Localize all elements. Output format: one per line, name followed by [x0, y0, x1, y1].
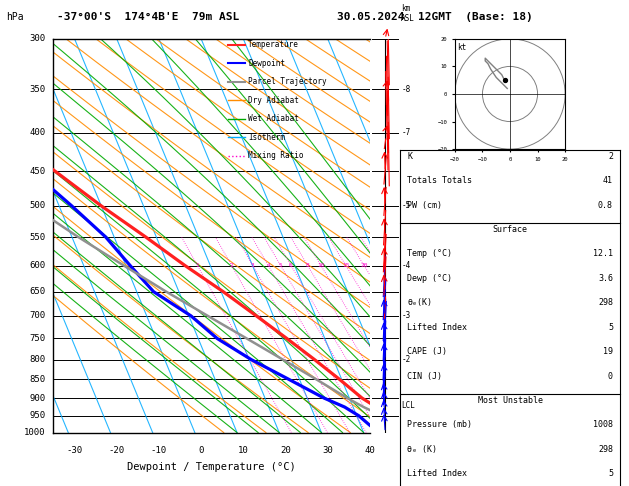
Text: -20: -20 [109, 446, 125, 455]
Text: Lifted Index: Lifted Index [407, 323, 467, 332]
Text: 10: 10 [317, 263, 325, 268]
Text: km
ASL: km ASL [401, 4, 415, 23]
Text: -30: -30 [67, 446, 82, 455]
Text: Temp (°C): Temp (°C) [407, 249, 452, 259]
Text: hPa: hPa [6, 12, 24, 22]
Text: -8: -8 [401, 85, 411, 94]
Text: -5: -5 [401, 201, 411, 210]
Text: 12.1: 12.1 [593, 249, 613, 259]
Text: Totals Totals: Totals Totals [407, 176, 472, 185]
Text: 600: 600 [30, 261, 45, 270]
Text: Isotherm: Isotherm [248, 133, 285, 142]
Text: 500: 500 [30, 201, 45, 210]
Text: 850: 850 [30, 375, 45, 384]
Text: θₑ (K): θₑ (K) [407, 445, 437, 454]
Text: -3: -3 [401, 312, 411, 320]
Text: CIN (J): CIN (J) [407, 371, 442, 381]
Text: Temperature: Temperature [248, 40, 299, 49]
Text: Parcel Trajectory: Parcel Trajectory [248, 77, 326, 87]
Text: 1: 1 [196, 263, 199, 268]
Text: Pressure (mb): Pressure (mb) [407, 420, 472, 429]
Text: 0.8: 0.8 [598, 201, 613, 209]
Text: -2: -2 [401, 355, 411, 364]
Text: 0: 0 [199, 446, 204, 455]
Text: 950: 950 [30, 411, 45, 420]
Text: 1000: 1000 [24, 428, 45, 437]
Text: 19: 19 [603, 347, 613, 356]
Text: Dewpoint / Temperature (°C): Dewpoint / Temperature (°C) [127, 462, 296, 472]
Text: 6: 6 [289, 263, 293, 268]
Text: 8: 8 [306, 263, 309, 268]
Text: 4: 4 [267, 263, 270, 268]
Text: 0: 0 [608, 371, 613, 381]
Text: LCL: LCL [401, 401, 415, 410]
Text: 15: 15 [342, 263, 350, 268]
Text: 2: 2 [608, 152, 613, 161]
Text: PW (cm): PW (cm) [407, 201, 442, 209]
Text: 750: 750 [30, 334, 45, 343]
Text: 700: 700 [30, 312, 45, 320]
Text: Dewpoint: Dewpoint [248, 59, 285, 68]
Text: Wet Adiabat: Wet Adiabat [248, 114, 299, 123]
Text: 3.6: 3.6 [598, 274, 613, 283]
Text: 10: 10 [238, 446, 248, 455]
Text: 800: 800 [30, 355, 45, 364]
Text: 41: 41 [603, 176, 613, 185]
Text: -4: -4 [401, 261, 411, 270]
Text: 30: 30 [323, 446, 333, 455]
Text: Dewp (°C): Dewp (°C) [407, 274, 452, 283]
Text: 300: 300 [30, 35, 45, 43]
Text: 350: 350 [30, 85, 45, 94]
Text: 400: 400 [30, 128, 45, 138]
Text: 450: 450 [30, 167, 45, 176]
Text: 3: 3 [251, 263, 255, 268]
Text: 40: 40 [365, 446, 376, 455]
Text: Surface: Surface [493, 225, 528, 234]
Text: 20: 20 [280, 446, 291, 455]
Text: 5: 5 [279, 263, 282, 268]
Text: Most Unstable: Most Unstable [477, 396, 543, 405]
Text: K: K [407, 152, 412, 161]
Text: 550: 550 [30, 233, 45, 242]
Text: -37°00'S  174°4B'E  79m ASL: -37°00'S 174°4B'E 79m ASL [57, 12, 239, 22]
Text: 30.05.2024  12GMT  (Base: 18): 30.05.2024 12GMT (Base: 18) [337, 12, 532, 22]
Text: Dry Adiabat: Dry Adiabat [248, 96, 299, 105]
Text: Mixing Ratio: Mixing Ratio [248, 151, 304, 160]
Text: θₑ(K): θₑ(K) [407, 298, 432, 307]
Text: 298: 298 [598, 445, 613, 454]
Text: 650: 650 [30, 287, 45, 296]
Text: 1008: 1008 [593, 420, 613, 429]
Text: 2: 2 [230, 263, 233, 268]
Text: 5: 5 [608, 469, 613, 478]
Text: 20: 20 [360, 263, 368, 268]
Text: CAPE (J): CAPE (J) [407, 347, 447, 356]
Text: Lifted Index: Lifted Index [407, 469, 467, 478]
Text: 5: 5 [608, 323, 613, 332]
Text: -7: -7 [401, 128, 411, 138]
Text: 298: 298 [598, 298, 613, 307]
Text: 900: 900 [30, 394, 45, 402]
Text: -10: -10 [151, 446, 167, 455]
